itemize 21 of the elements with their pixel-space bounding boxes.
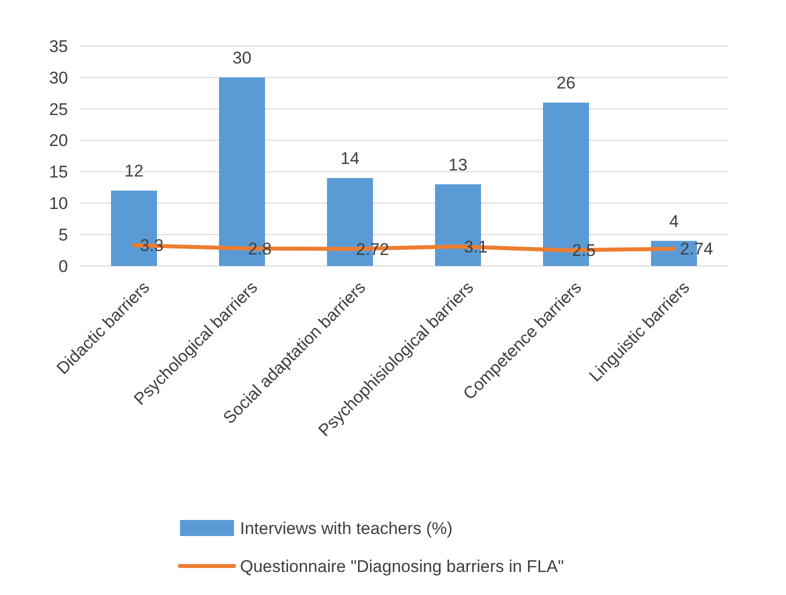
- y-tick-label: 5: [58, 226, 68, 245]
- data-label: 2.5: [572, 241, 596, 260]
- data-label: 30: [232, 48, 252, 68]
- y-tick-label: 15: [49, 162, 68, 182]
- y-tick-label: 35: [49, 36, 68, 56]
- y-tick-label: 30: [49, 68, 68, 88]
- legend-label: Questionnaire "Diagnosing barriers in FLA": [240, 556, 564, 576]
- data-label: 13: [448, 155, 468, 174]
- data-label: 2.72: [356, 240, 390, 259]
- data-label: 4: [669, 212, 679, 231]
- data-label: 3.3: [140, 236, 164, 256]
- data-label: 26: [556, 74, 576, 93]
- data-label: 3.1: [464, 237, 488, 256]
- y-tick-label: 20: [49, 131, 68, 150]
- data-label: 12: [124, 162, 144, 181]
- y-tick-label: 0: [58, 256, 68, 276]
- y-tick-label: 25: [49, 100, 68, 119]
- data-label: 14: [340, 149, 360, 168]
- y-tick-label: 10: [49, 194, 68, 214]
- legend-label: Interviews with teachers (%): [240, 518, 453, 538]
- data-label: 2.8: [248, 239, 272, 258]
